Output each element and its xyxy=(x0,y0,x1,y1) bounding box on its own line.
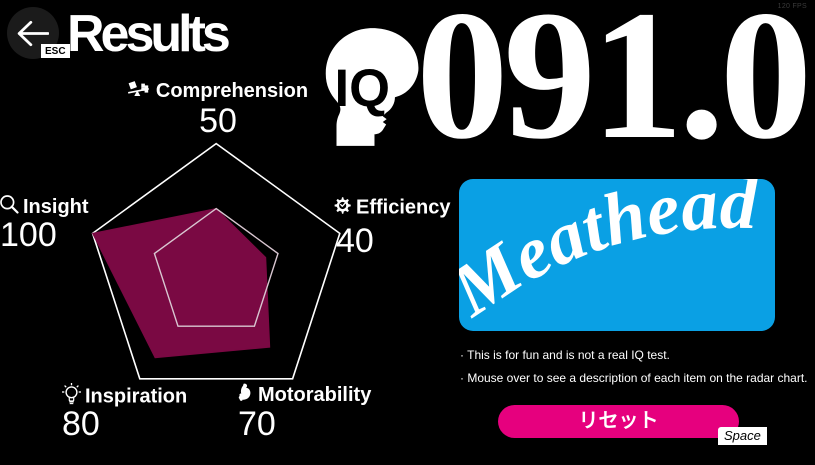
svg-text:IQ: IQ xyxy=(335,59,391,118)
svg-text:Meathead: Meathead xyxy=(459,179,758,331)
